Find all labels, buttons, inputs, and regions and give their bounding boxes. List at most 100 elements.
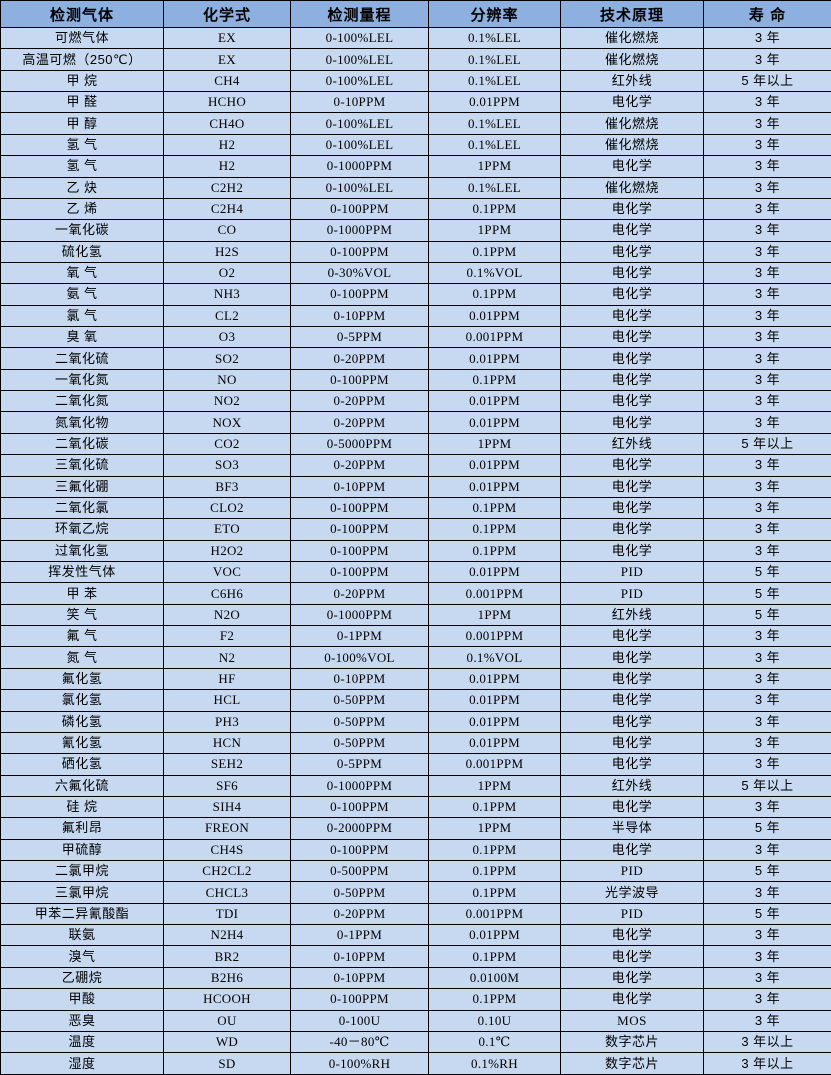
cell-life: 3 年 [703,924,831,947]
cell-gas: 磷化氢 [0,710,164,733]
cell-tech: PID [560,560,704,584]
table-row: 溴气 BR2 0-10PPM 0.1PPM 电化学 3 年 [0,945,831,968]
cell-gas: 氯化氢 [0,689,164,712]
cell-gas: 甲硫醇 [0,838,164,862]
cell-formula: SIH4 [163,795,291,819]
cell-life: 5 年 [703,902,831,926]
cell-formula: OU [163,1009,291,1032]
cell-range: 0-100PPM [290,539,429,562]
cell-res: 0.1PPM [428,945,561,968]
cell-res: 0.01PPM [428,454,561,477]
cell-tech: 电化学 [560,625,704,648]
cell-range: 0-20PPM [290,347,429,370]
table-header: 检测气体 化学式 检测量程 分辨率 技术原理 寿 命 [0,0,831,28]
cell-res: 0.01PPM [428,475,561,498]
cell-formula: CHCL3 [163,881,291,904]
cell-tech: 电化学 [560,197,704,221]
cell-formula: WD [163,1030,291,1054]
cell-res: 0.1%LEL [428,48,561,71]
cell-tech: 数字芯片 [560,1052,704,1075]
cell-range: 0-10PPM [290,945,429,968]
table-row: 可燃气体 EX 0-100%LEL 0.1%LEL 催化燃烧 3 年 [0,26,831,50]
cell-tech: 催化燃烧 [560,26,704,50]
cell-gas: 氮 气 [0,646,164,669]
cell-life: 3 年 [703,625,831,648]
cell-life: 3 年 [703,411,831,434]
cell-life: 3 年 [703,838,831,862]
cell-range: 0-100PPM [290,240,429,263]
cell-formula: PH3 [163,710,291,733]
cell-res: 0.1PPM [428,860,561,883]
cell-tech: 催化燃烧 [560,48,704,71]
cell-formula: SD [163,1052,291,1075]
cell-range: 0-20PPM [290,454,429,477]
cell-gas: 联氨 [0,924,164,947]
cell-life: 3 年 [703,454,831,477]
cell-formula: F2 [163,625,291,648]
cell-formula: H2S [163,240,291,263]
cell-tech: 电化学 [560,91,704,114]
cell-life: 3 年 [703,539,831,562]
cell-gas: 甲酸 [0,988,164,1011]
cell-gas: 温度 [0,1030,164,1054]
cell-formula: BR2 [163,945,291,968]
table-body: 可燃气体 EX 0-100%LEL 0.1%LEL 催化燃烧 3 年高温可燃（250℃） E… [0,26,831,1075]
cell-formula: CL2 [163,304,291,328]
cell-res: 0.1%VOL [428,261,561,285]
cell-res: 0.1%LEL [428,133,561,157]
table-row: 氢 气 H2 0-1000PPM 1PPM 电化学 3 年 [0,155,831,178]
cell-life: 3 年 [703,48,831,71]
cell-tech: 电化学 [560,731,704,755]
cell-gas: 环氧乙烷 [0,518,164,541]
cell-range: 0-10PPM [290,475,429,498]
cell-range: 0-20PPM [290,390,429,413]
cell-life: 3 年 [703,475,831,498]
cell-tech: PID [560,860,704,883]
cell-tech: 电化学 [560,496,704,520]
cell-range: 0-50PPM [290,881,429,904]
cell-gas: 二氧化硫 [0,347,164,370]
cell-gas: 三氟化硼 [0,475,164,498]
cell-range: 0-20PPM [290,902,429,926]
cell-tech: 红外线 [560,774,704,797]
cell-life: 5 年以上 [703,774,831,797]
cell-range: 0-100PPM [290,496,429,520]
cell-gas: 氯 气 [0,304,164,328]
cell-tech: 数字芯片 [560,1030,704,1054]
cell-life: 3 年 [703,689,831,712]
cell-formula: C6H6 [163,582,291,605]
cell-res: 0.01PPM [428,304,561,328]
cell-gas: 乙硼烷 [0,966,164,990]
cell-formula: B2H6 [163,966,291,990]
cell-tech: 电化学 [560,475,704,498]
cell-gas: 笑 气 [0,603,164,627]
table-row: 氰化氢 HCN 0-50PPM 0.01PPM 电化学 3 年 [0,731,831,755]
cell-res: 0.01PPM [428,689,561,712]
cell-gas: 氟 气 [0,625,164,648]
column-header-lifetime: 寿 命 [703,0,831,28]
cell-range: 0-100PPM [290,988,429,1011]
cell-range: 0-5PPM [290,326,429,349]
cell-res: 0.01PPM [428,710,561,733]
cell-life: 5 年以上 [703,432,831,456]
cell-formula: EX [163,26,291,50]
cell-tech: 电化学 [560,988,704,1011]
cell-formula: NO [163,368,291,392]
cell-life: 3 年以上 [703,1030,831,1054]
cell-tech: 电化学 [560,368,704,392]
cell-res: 0.1PPM [428,518,561,541]
cell-life: 3 年 [703,326,831,349]
cell-life: 3 年 [703,91,831,114]
cell-life: 3 年 [703,966,831,990]
cell-res: 1PPM [428,774,561,797]
cell-tech: 电化学 [560,283,704,306]
cell-range: 0-100%RH [290,1052,429,1075]
table-row: 甲苯二异氰酸酯 TDI 0-20PPM 0.001PPM PID 5 年 [0,902,831,926]
cell-gas: 氮氧化物 [0,411,164,434]
cell-life: 3 年 [703,710,831,733]
table-row: 甲 醛 HCHO 0-10PPM 0.01PPM 电化学 3 年 [0,91,831,114]
cell-formula: CH4 [163,69,291,93]
cell-range: 0-100PPM [290,368,429,392]
cell-range: 0-50PPM [290,689,429,712]
cell-gas: 一氧化碳 [0,219,164,242]
